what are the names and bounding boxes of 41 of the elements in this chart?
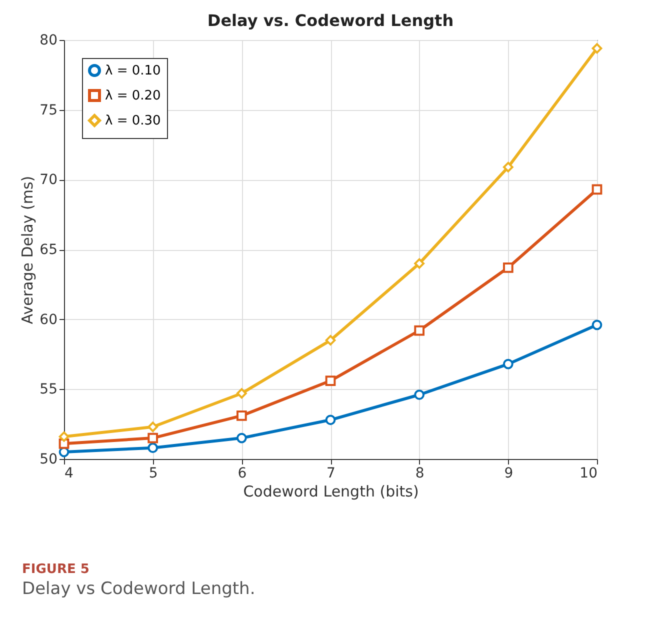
point (325, 376, 336, 386)
legend-label: λ = 0.30 (105, 114, 161, 128)
point (236, 432, 247, 444)
x-tick-label: 8 (415, 466, 424, 482)
y-tick-label: 55 (40, 382, 58, 398)
point (592, 320, 602, 330)
point (148, 442, 158, 453)
point (325, 414, 336, 426)
legend-label: λ = 0.10 (105, 64, 161, 78)
y-tick-label: 60 (40, 312, 58, 328)
x-tick-label: 9 (504, 466, 514, 482)
x-axis-title: Codeword Length (bits) (243, 482, 419, 500)
point (502, 358, 514, 370)
point (236, 410, 247, 421)
chart-title: Delay vs. Codeword Length (207, 11, 454, 30)
point (592, 184, 602, 195)
y-tick-label: 50 (40, 452, 58, 468)
legend-label: λ = 0.20 (105, 88, 161, 104)
point (502, 162, 514, 172)
text: Delay vs Codeword Length. (22, 579, 256, 599)
point (148, 422, 158, 432)
y-axis-title: Average Delay (ms) (18, 176, 37, 324)
point (502, 262, 514, 273)
x-tick-label: 5 (148, 466, 158, 482)
point (148, 432, 158, 444)
point (325, 335, 336, 346)
point (58, 431, 70, 442)
point (414, 258, 425, 269)
x-tick-label: 7 (326, 466, 336, 482)
y-tick-label: 70 (40, 172, 58, 188)
y-tick-label: 80 (40, 32, 58, 48)
x-tick-label: 6 (238, 466, 247, 482)
caption: FIGURE 5 (22, 562, 90, 577)
point (592, 43, 602, 54)
x-tick-label: 4 (64, 466, 74, 482)
point (236, 388, 247, 399)
point (414, 325, 425, 336)
x-tick-label: 10 (580, 466, 598, 482)
y-tick-label: 75 (40, 102, 58, 118)
y-tick-label: 65 (40, 242, 58, 258)
point (414, 390, 425, 400)
